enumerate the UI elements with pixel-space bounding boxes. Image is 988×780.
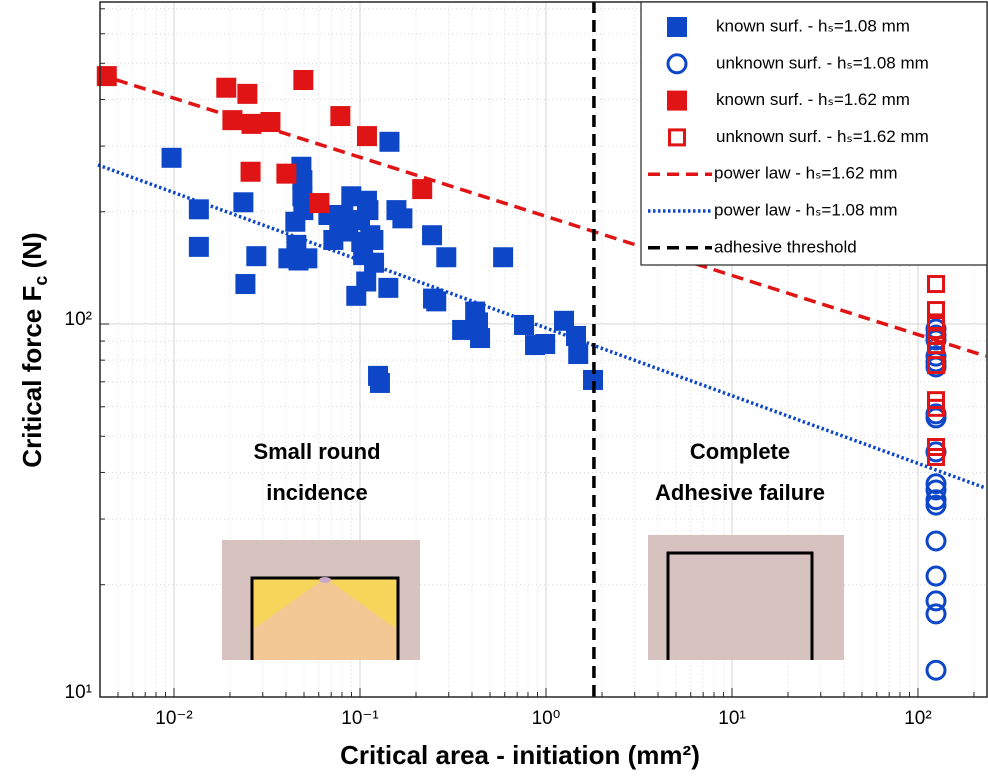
x-tick-label: 10²: [904, 708, 931, 729]
point: [426, 291, 447, 312]
point: [927, 438, 946, 457]
point: [436, 247, 457, 268]
point: [925, 565, 947, 587]
point: [330, 106, 351, 127]
annotation: Adhesive failure: [655, 480, 825, 505]
point: [925, 473, 947, 495]
point: [379, 131, 400, 152]
point: [470, 328, 491, 349]
legend-label: adhesive threshold: [714, 237, 857, 256]
point: [925, 590, 947, 612]
plot-frame: [99, 1, 988, 698]
point: [925, 479, 947, 501]
point: [188, 236, 209, 257]
annotation: Small round: [253, 439, 380, 464]
legend-label: power law - hₛ=1.62 mm: [714, 164, 898, 183]
point: [292, 170, 313, 191]
point: [161, 147, 182, 168]
point: [237, 83, 258, 104]
x-tick-label: 10¹: [718, 708, 745, 729]
point: [554, 310, 575, 331]
point: [293, 70, 314, 91]
point: [925, 659, 947, 681]
point: [925, 494, 947, 516]
legend: known surf. - hₛ=1.08 mm unknown surf. - …: [640, 1, 988, 266]
point: [216, 77, 237, 98]
legend-label: known surf. - hₛ=1.62 mm: [716, 90, 910, 109]
legend-key: [666, 53, 688, 75]
point: [356, 126, 377, 147]
point: [341, 186, 362, 207]
point: [358, 200, 379, 221]
inset-adhesive-failure: [648, 535, 844, 660]
point: [240, 161, 261, 182]
legend-label: power law - hₛ=1.08 mm: [714, 200, 898, 219]
point: [356, 271, 377, 292]
legend-key: [667, 90, 687, 111]
point: [927, 301, 946, 320]
y-label-text: Critical force F: [17, 286, 47, 468]
y-label-unit: (N): [17, 232, 47, 275]
point: [927, 326, 946, 345]
point: [233, 192, 254, 213]
point: [369, 372, 390, 393]
legend-key: [667, 17, 687, 37]
point: [188, 199, 209, 220]
x-tick-label: 10⁰: [532, 708, 561, 729]
legend-key: [668, 128, 686, 147]
point: [276, 163, 297, 184]
point: [246, 246, 267, 267]
point: [493, 247, 514, 268]
point: [568, 343, 589, 364]
point: [925, 530, 947, 552]
x-axis-label: Critical area - initiation (mm²): [340, 740, 700, 770]
point: [925, 603, 947, 625]
point: [927, 398, 946, 417]
y-label-sub: c: [31, 276, 51, 286]
point: [378, 277, 399, 298]
marks: [96, 2, 987, 697]
point: [364, 252, 385, 273]
point: [927, 447, 946, 466]
point: [927, 336, 946, 355]
legend-label: unknown surf. - hₛ=1.62 mm: [716, 127, 929, 146]
point: [412, 179, 433, 200]
point: [293, 200, 314, 221]
point: [535, 333, 556, 354]
point: [566, 325, 587, 346]
fit-line: [97, 72, 987, 358]
point: [452, 319, 473, 340]
legend-label: unknown surf. - hₛ=1.08 mm: [716, 53, 929, 72]
point: [235, 274, 256, 295]
x-tick-label: 10⁻¹: [341, 708, 379, 729]
y-axis-label: Critical force Fc (N): [17, 232, 51, 467]
point: [422, 225, 443, 246]
point: [363, 229, 384, 250]
point: [927, 356, 946, 375]
y-tick-label: 10²: [65, 309, 92, 330]
point: [927, 275, 946, 294]
y-tick-label: 10¹: [65, 682, 92, 703]
annotation: Complete: [690, 439, 790, 464]
inset-small-round: [222, 540, 420, 660]
point: [392, 208, 413, 229]
x-tick-label: 10⁻²: [155, 708, 193, 729]
annotation: incidence: [266, 480, 367, 505]
point: [309, 193, 330, 214]
point: [297, 248, 318, 269]
point: [583, 369, 604, 390]
point: [514, 314, 535, 335]
legend-label: known surf. - hₛ=1.08 mm: [716, 16, 910, 35]
point: [468, 312, 489, 333]
